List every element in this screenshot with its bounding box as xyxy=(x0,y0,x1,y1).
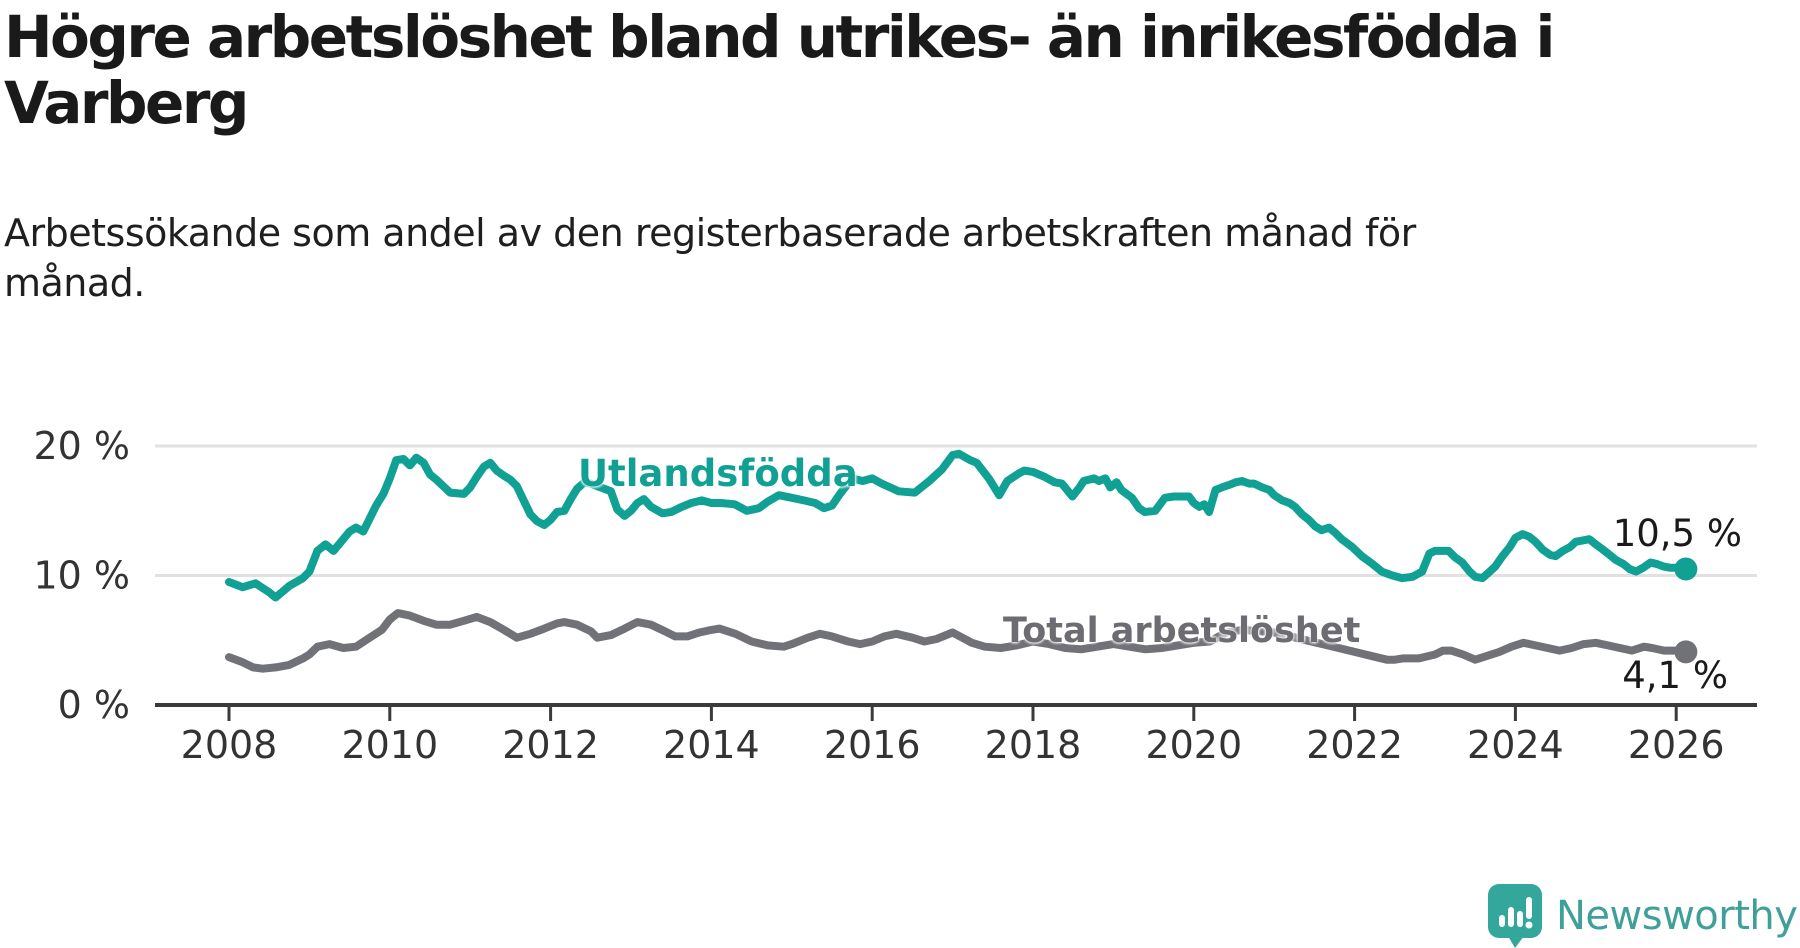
newsworthy-logo: Newsworthy xyxy=(1488,884,1798,948)
title-line-1: Högre arbetslöshet bland utrikes- än inr… xyxy=(4,3,1555,71)
end-value-label-total: 4,1 % xyxy=(1622,654,1728,697)
y-tick-label: 10 % xyxy=(33,554,130,598)
x-tick-label: 2026 xyxy=(1628,723,1725,767)
x-tick-label: 2014 xyxy=(663,723,760,767)
chart-subtitle: Arbetssökande som andel av den registerb… xyxy=(4,208,1416,308)
page-title: Högre arbetslöshet bland utrikes- än inr… xyxy=(4,3,1555,137)
series-label-total-arbetsloshet: Total arbetslöshet xyxy=(1003,611,1361,651)
x-tick-label: 2024 xyxy=(1467,723,1564,767)
y-tick-label: 0 % xyxy=(58,683,130,727)
series-end-dot-total xyxy=(1674,640,1698,664)
x-tick-label: 2012 xyxy=(502,723,599,767)
series-label-utlandsfodda: Utlandsfödda xyxy=(578,452,858,495)
x-tick-label: 2020 xyxy=(1145,723,1242,767)
speech-bubble-bar-chart-icon xyxy=(1488,884,1542,948)
title-line-2: Varberg xyxy=(4,69,249,137)
x-tick-label: 2008 xyxy=(181,723,278,767)
subtitle-line-1: Arbetssökande som andel av den registerb… xyxy=(4,211,1416,255)
series-end-dot-utlandsfodda xyxy=(1674,557,1698,581)
series-line-utlandsfodda xyxy=(225,449,1690,602)
x-tick-label: 2016 xyxy=(824,723,921,767)
x-tick-label: 2022 xyxy=(1306,723,1403,767)
y-tick-label: 20 % xyxy=(33,424,130,468)
x-tick-label: 2010 xyxy=(341,723,438,767)
subtitle-line-2: månad. xyxy=(4,261,145,305)
logo-wordmark: Newsworthy xyxy=(1556,893,1798,939)
end-value-label-utlandsfodda: 10,5 % xyxy=(1612,512,1742,555)
x-tick-label: 2018 xyxy=(985,723,1082,767)
series-line-total xyxy=(225,609,1690,673)
